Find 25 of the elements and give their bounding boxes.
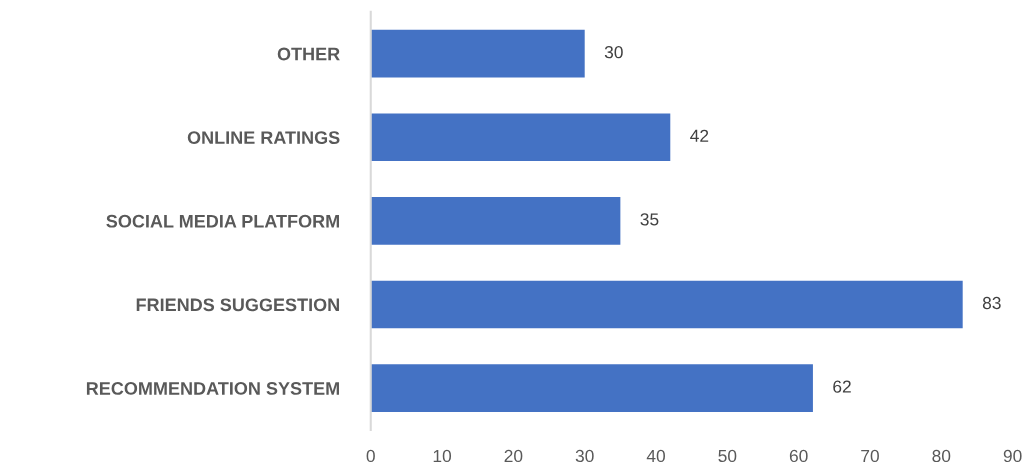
x-tick-label: 90 bbox=[1003, 449, 1022, 463]
data-label: 35 bbox=[640, 213, 659, 226]
bar bbox=[370, 197, 621, 245]
x-tick-label: 0 bbox=[366, 449, 375, 463]
x-tick-label: 80 bbox=[932, 449, 951, 463]
x-tick-label: 10 bbox=[433, 449, 452, 463]
x-tick-label: 50 bbox=[718, 449, 737, 463]
data-label: 30 bbox=[604, 46, 623, 59]
data-label: 42 bbox=[690, 129, 709, 142]
x-tick-label: 60 bbox=[789, 449, 808, 463]
data-label: 62 bbox=[833, 380, 851, 393]
y-tick-label: FRIENDS SUGGESTION bbox=[136, 298, 339, 312]
x-tick-label: 20 bbox=[504, 449, 523, 463]
y-tick-label: RECOMMENDATION SYSTEM bbox=[86, 382, 339, 395]
y-tick-label: SOCIAL MEDIA PLATFORM bbox=[106, 214, 339, 228]
bar bbox=[370, 280, 963, 329]
x-tick-label: 70 bbox=[861, 449, 879, 463]
bar bbox=[370, 29, 585, 78]
bar bbox=[370, 113, 671, 162]
x-tick-label: 30 bbox=[575, 449, 594, 463]
y-tick-label: ONLINE RATINGS bbox=[187, 131, 340, 144]
bar bbox=[370, 364, 813, 412]
y-tick-label: OTHER bbox=[277, 47, 340, 61]
x-tick-label: 40 bbox=[646, 449, 665, 463]
data-label: 83 bbox=[982, 296, 1001, 310]
